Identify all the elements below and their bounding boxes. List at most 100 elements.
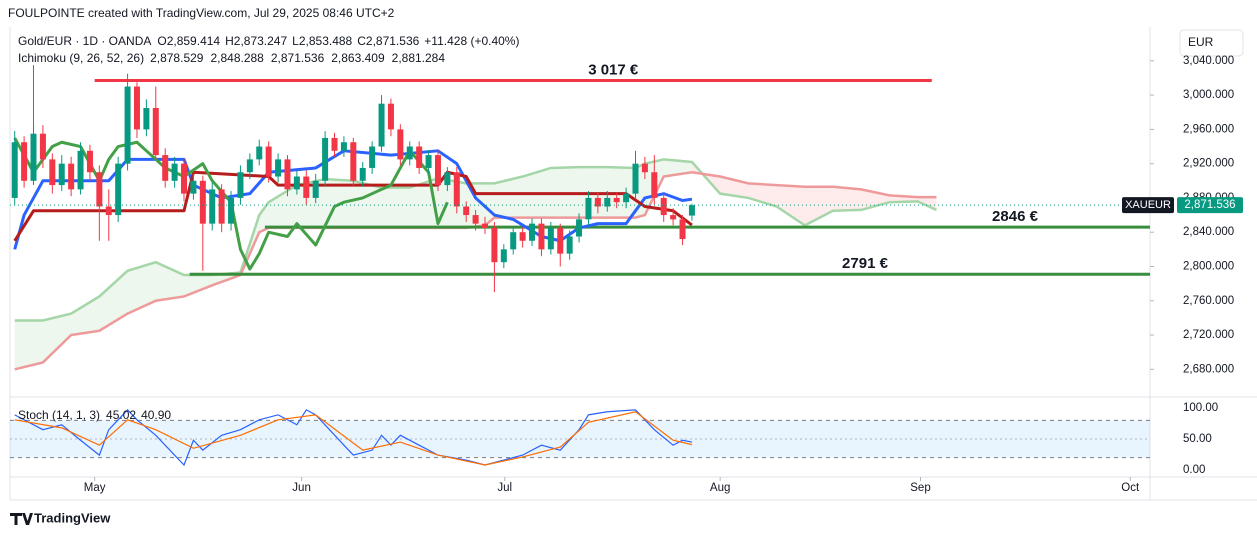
y-tick-label: 2,840.000 (1183, 226, 1234, 238)
ohlc-key: L (292, 34, 299, 48)
candle-body (425, 155, 432, 168)
candle-body (660, 197, 667, 216)
candle-body (86, 150, 93, 173)
candle-body (519, 232, 526, 241)
candle-body (199, 180, 206, 224)
cloud-fill (99, 270, 128, 331)
ichimoku-value: 2,881.284 (392, 51, 446, 65)
candle-body (434, 155, 441, 186)
ichimoku-value: 2,863.409 (331, 51, 385, 65)
candle-body (228, 197, 235, 224)
candle-body (340, 142, 347, 151)
candle-body (387, 103, 394, 130)
candle-body (453, 172, 460, 207)
candle-body (162, 155, 169, 181)
candle-body (378, 103, 385, 147)
candle-body (265, 146, 272, 177)
level-label: 2846 € (992, 208, 1039, 225)
candle-body (143, 107, 150, 130)
x-tick-label: Oct (1121, 482, 1140, 494)
candle-body (406, 146, 413, 160)
currency-button[interactable] (1179, 29, 1244, 57)
candle-body (547, 227, 554, 250)
y-tick-label: 2,680.000 (1183, 363, 1234, 375)
candle-body (397, 129, 404, 160)
ohlc-value: 2,873.247 (234, 34, 288, 48)
logo (10, 513, 33, 525)
stoch-line (14, 409, 693, 467)
y-tick-label: 3,000.000 (1183, 89, 1234, 101)
candle-body (152, 107, 159, 156)
y-tick-label: 2,720.000 (1183, 329, 1234, 341)
candle-body (538, 223, 545, 250)
cloud-fill (71, 296, 100, 336)
cloud-fill (268, 185, 297, 228)
candle-body (275, 159, 282, 177)
y-tick-label: 2,760.000 (1183, 295, 1234, 307)
candle-body (293, 176, 300, 190)
candle-body (585, 197, 592, 220)
currency[interactable]: EUR (1188, 35, 1214, 49)
cloud-fill (184, 275, 213, 297)
cloud-fill (437, 178, 467, 228)
y-tick-label: 0.00 (1183, 464, 1205, 476)
ohlc-key: O (157, 34, 166, 48)
stoch-value: 40.90 (141, 408, 171, 422)
candle-body (529, 223, 536, 241)
level-label: 3 017 € (588, 62, 639, 79)
level-label: 2791 € (842, 255, 889, 272)
candle-body (256, 146, 263, 160)
legend: Gold/EUR · 1D · OANDA O 2,859.414 H 2,873.24… (18, 34, 519, 65)
cloud-fill (14, 320, 43, 370)
candle-body (181, 163, 188, 194)
candle-body (604, 197, 611, 207)
ichimoku-value: 2,878.529 (150, 51, 204, 65)
ohlc-key: H (225, 34, 234, 48)
candle-body (303, 176, 310, 198)
candle-body (651, 172, 658, 198)
x-tick-label: Jul (497, 482, 512, 494)
candle-body (218, 189, 225, 224)
credit: FOULPOINTE created with TradingView.com,… (8, 6, 395, 20)
indicator-line (13, 149, 693, 250)
candle-body (679, 219, 686, 240)
ichimoku-value: 2,848.288 (210, 51, 264, 65)
cloud-fill (127, 262, 156, 314)
candle-body (49, 159, 56, 186)
candle-body (58, 163, 65, 186)
candle-body (39, 133, 46, 160)
ohlc-value: 2,871.536 (366, 34, 420, 48)
cloud-fill (381, 187, 410, 228)
ohlc-value: 2,853.488 (299, 34, 353, 48)
candle-body (68, 163, 75, 190)
candle-body (105, 206, 112, 216)
candle-body (463, 206, 470, 216)
candle-body (21, 142, 28, 181)
candle-body (77, 150, 84, 190)
candle-body (576, 219, 583, 237)
candle-body (688, 205, 695, 216)
candle-body (171, 163, 178, 181)
cloud-fill (42, 313, 72, 363)
legend-symbol: Gold/EUR · 1D · OANDA (18, 34, 151, 48)
stoch-name: Stoch (14, 1, 3) (18, 408, 100, 422)
candle-body (444, 172, 451, 186)
candle-body (623, 193, 630, 203)
y-tick-label: 50.00 (1183, 433, 1212, 445)
cloud-fill (833, 186, 862, 211)
candle-body (482, 223, 488, 228)
indicator-line (13, 137, 449, 271)
cloud-fill (748, 183, 777, 207)
x-tick-label: Aug (710, 482, 730, 494)
candle-body (209, 189, 216, 224)
ohlc-key: C (357, 34, 366, 48)
candle-body (416, 146, 423, 168)
candle-body (613, 197, 620, 203)
candle-body (594, 197, 601, 207)
candle-body (284, 159, 291, 190)
candle-body (491, 227, 498, 263)
symbol-tag-text: XAUEUR (1125, 199, 1171, 211)
candle-body (124, 86, 131, 164)
